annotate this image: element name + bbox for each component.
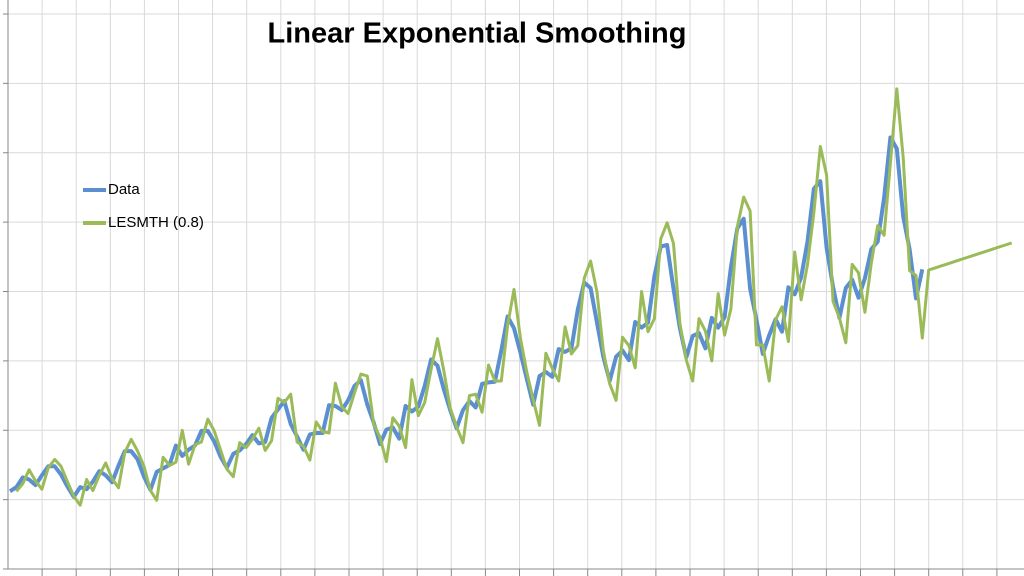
plot <box>8 87 1013 507</box>
legend: Data LESMTH (0.8) <box>83 181 204 231</box>
grid <box>3 0 1024 576</box>
legend-label: Data <box>108 181 140 198</box>
chart-title: Linear Exponential Smoothing <box>268 18 687 50</box>
series-line <box>15 87 1013 507</box>
legend-label: LESMTH (0.8) <box>108 214 204 231</box>
